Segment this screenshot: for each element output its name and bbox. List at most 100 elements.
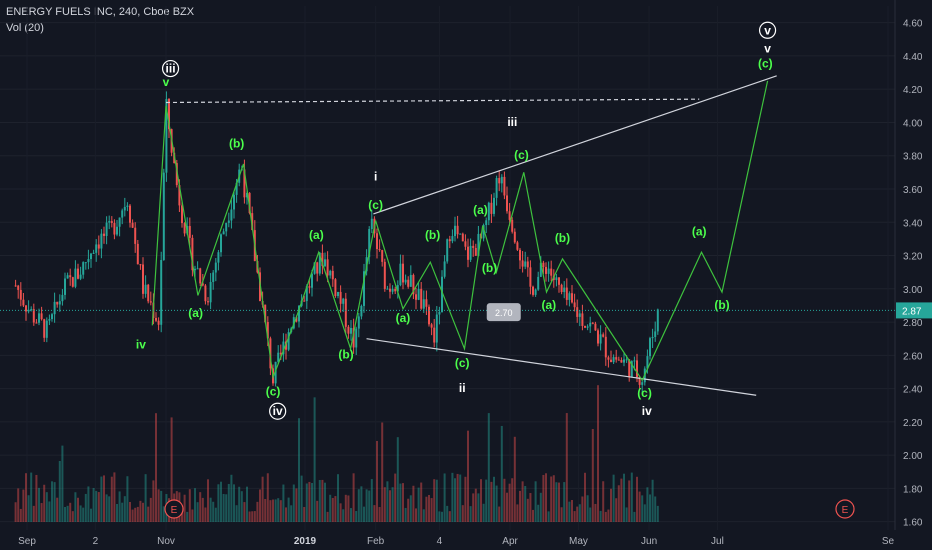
candle-body bbox=[204, 285, 207, 302]
candle-body bbox=[461, 233, 464, 242]
candle-body bbox=[529, 267, 532, 287]
volume-bar bbox=[576, 506, 579, 522]
wave-label: (b) bbox=[482, 261, 497, 275]
volume-bar bbox=[355, 511, 358, 522]
volume-bar bbox=[71, 511, 74, 522]
candle-body bbox=[459, 233, 462, 235]
volume-bar bbox=[521, 481, 524, 522]
volume-bar bbox=[191, 509, 194, 522]
candle-body bbox=[19, 289, 22, 300]
candle-body bbox=[227, 220, 230, 223]
candle-body bbox=[30, 309, 33, 311]
volume-bar bbox=[22, 489, 25, 522]
candle-body bbox=[586, 326, 589, 328]
candle-body bbox=[633, 360, 636, 362]
price-tick-label: 2.20 bbox=[903, 418, 923, 429]
candle-body bbox=[331, 270, 334, 280]
candle-body bbox=[428, 306, 431, 325]
candle-body bbox=[498, 178, 501, 184]
candle-body bbox=[350, 327, 353, 334]
volume-bar bbox=[467, 430, 470, 522]
candle-body bbox=[378, 249, 381, 251]
volume-bar bbox=[529, 493, 532, 522]
candle-body bbox=[571, 293, 574, 303]
candle-body bbox=[316, 262, 319, 274]
volume-bar bbox=[321, 479, 324, 522]
candle-body bbox=[550, 268, 553, 276]
volume-bar bbox=[508, 483, 511, 522]
volume-bar bbox=[225, 494, 228, 522]
volume-bar bbox=[113, 472, 116, 522]
volume-bar bbox=[217, 484, 220, 522]
candle-body bbox=[576, 307, 579, 317]
wave-label: iv bbox=[136, 338, 146, 352]
trendline bbox=[373, 75, 777, 215]
volume-bar bbox=[378, 507, 381, 522]
volume-bar bbox=[474, 488, 477, 522]
volume-bar bbox=[365, 489, 368, 522]
grid bbox=[0, 6, 895, 530]
candle-body bbox=[222, 231, 225, 235]
volume-bar bbox=[550, 476, 553, 522]
volume-bar bbox=[196, 502, 199, 522]
candle-body bbox=[318, 252, 321, 274]
volume-bar bbox=[490, 481, 493, 522]
volume-bar bbox=[259, 489, 262, 522]
candle-body bbox=[113, 222, 116, 235]
candle-body bbox=[394, 288, 397, 292]
candle-body bbox=[248, 192, 251, 214]
volume-bar bbox=[578, 504, 581, 522]
candle-body bbox=[412, 274, 415, 295]
last-price-badge bbox=[896, 302, 932, 319]
volume-bar bbox=[77, 497, 80, 522]
volume-bar bbox=[472, 493, 475, 522]
time-axis: Sep2Nov2019Feb4AprMayJunJulAugSe bbox=[18, 536, 894, 547]
candle-body bbox=[441, 276, 444, 312]
candle-body bbox=[456, 225, 459, 235]
volume-bar bbox=[552, 475, 555, 522]
volume-bar bbox=[235, 505, 238, 522]
candle-body bbox=[32, 309, 35, 323]
candle-body bbox=[435, 314, 438, 343]
wave-label: (c) bbox=[758, 57, 773, 71]
volume-bar bbox=[129, 501, 132, 522]
wave-label-circle bbox=[161, 59, 180, 78]
volume-bar bbox=[441, 511, 444, 522]
candle-body bbox=[381, 250, 384, 262]
volume-bar bbox=[568, 501, 571, 522]
volume-bar bbox=[108, 496, 111, 522]
volume-bar bbox=[599, 510, 602, 522]
candle-body bbox=[623, 359, 626, 363]
volume-bar bbox=[532, 509, 535, 522]
volume-bar bbox=[469, 506, 472, 522]
candle-body bbox=[162, 172, 165, 261]
volume-bar bbox=[116, 503, 119, 522]
candle-body bbox=[446, 239, 449, 262]
volume-bar bbox=[443, 473, 446, 522]
volume-bar bbox=[368, 490, 371, 522]
volume-bar bbox=[266, 473, 269, 522]
candle-body bbox=[326, 259, 329, 276]
candle-body bbox=[139, 264, 142, 266]
price-tick-label: 3.80 bbox=[903, 152, 923, 163]
candle-body bbox=[438, 311, 441, 315]
candle-body bbox=[123, 206, 126, 211]
candle-body bbox=[82, 262, 85, 275]
candle-body bbox=[651, 336, 654, 339]
wave-label: iii bbox=[166, 62, 176, 76]
volume-bar bbox=[32, 505, 35, 522]
candle-body bbox=[467, 246, 470, 260]
volume-bar bbox=[399, 483, 402, 522]
volume-bar bbox=[103, 475, 106, 522]
volume-bar bbox=[209, 497, 212, 522]
volume-bar bbox=[586, 495, 589, 522]
candle-body bbox=[396, 285, 399, 292]
volume-bar bbox=[123, 496, 126, 522]
price-tick-label: 2.40 bbox=[903, 385, 923, 396]
trendline bbox=[165, 98, 700, 104]
volume-bar bbox=[516, 504, 519, 522]
candle-body bbox=[56, 301, 59, 305]
volume-bar bbox=[641, 495, 644, 522]
candle-body bbox=[126, 205, 129, 207]
